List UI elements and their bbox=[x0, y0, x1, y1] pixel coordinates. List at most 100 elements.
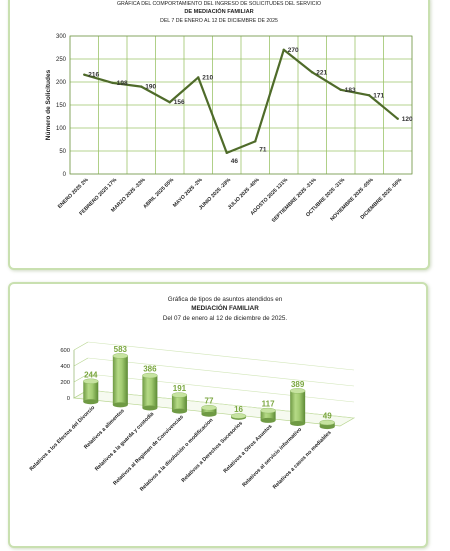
data-label: 120 bbox=[402, 116, 413, 123]
bar-base bbox=[112, 402, 128, 408]
bar-body bbox=[201, 407, 217, 415]
chart-title-line: DEL 7 DE ENERO AL 12 DE DICIEMBRE DE 202… bbox=[160, 18, 278, 24]
bar-top bbox=[142, 372, 158, 379]
x-tick-label: Relativos al servicio informativo bbox=[241, 426, 303, 488]
data-label: 210 bbox=[202, 74, 213, 81]
y-tick-label: 0 bbox=[67, 396, 70, 402]
bar-body bbox=[142, 375, 158, 408]
bar-body bbox=[171, 395, 187, 412]
x-tick-label: Relativos a Derechos Sucesorios bbox=[181, 420, 244, 483]
data-label: 198 bbox=[117, 80, 128, 87]
data-label: 386 bbox=[143, 365, 157, 374]
x-tick-label: ABRIL 2025 65% bbox=[142, 177, 175, 210]
bar bbox=[171, 392, 188, 414]
data-label: 117 bbox=[262, 400, 275, 409]
gridline-side bbox=[73, 341, 89, 351]
bar-top bbox=[171, 392, 188, 398]
bar bbox=[319, 419, 335, 430]
bar-top bbox=[201, 405, 217, 411]
data-label: 221 bbox=[316, 69, 327, 76]
y-tick-label: 400 bbox=[60, 364, 70, 370]
data-label: 156 bbox=[174, 99, 185, 106]
bar-top bbox=[230, 413, 247, 419]
chart-title-line: GRÁFICA DEL COMPORTAMIENTO DEL INGRESO D… bbox=[117, 0, 321, 7]
data-label: 49 bbox=[323, 412, 332, 421]
data-label: 583 bbox=[114, 345, 128, 354]
bar bbox=[289, 388, 306, 427]
data-point bbox=[111, 81, 114, 85]
bar-body bbox=[112, 355, 128, 405]
bar-base bbox=[290, 421, 306, 427]
bar-base bbox=[171, 408, 187, 414]
bar bbox=[142, 372, 158, 411]
data-label: 191 bbox=[173, 384, 187, 393]
bar-base bbox=[83, 399, 99, 405]
data-label: 77 bbox=[205, 397, 214, 406]
line-chart: GRÁFICA DEL COMPORTAMIENTO DEL INGRESO D… bbox=[45, 0, 413, 224]
bar-body bbox=[260, 410, 276, 421]
data-point bbox=[225, 151, 228, 155]
x-tick-label: Relativos a la disolución o modificacion bbox=[139, 417, 214, 492]
data-label: 16 bbox=[234, 405, 243, 414]
gridline-side bbox=[73, 373, 89, 383]
bar bbox=[230, 413, 247, 420]
gridline-back bbox=[87, 389, 355, 419]
gridline-back bbox=[87, 373, 355, 403]
data-point bbox=[254, 140, 257, 143]
bar-base bbox=[319, 424, 335, 430]
bar-base bbox=[201, 411, 217, 417]
y-tick-label: 200 bbox=[60, 380, 70, 386]
gridline-back bbox=[87, 341, 355, 371]
data-point bbox=[197, 76, 200, 79]
bar-top bbox=[289, 388, 306, 394]
y-tick-label: 300 bbox=[56, 34, 67, 40]
data-point bbox=[168, 101, 171, 104]
y-tick-label: 150 bbox=[56, 103, 67, 109]
x-tick-label: MAYO 2025 -2% bbox=[172, 177, 204, 209]
bar-body bbox=[83, 381, 99, 402]
x-tick-label: Relativos a los Efectos del Divorcio bbox=[29, 404, 97, 472]
data-label: 270 bbox=[288, 47, 299, 54]
bar-chart-3d: Gráfica de tipos de asuntos atendidos en… bbox=[29, 296, 356, 493]
data-point bbox=[140, 85, 143, 88]
data-label: 171 bbox=[373, 92, 384, 99]
data-point bbox=[396, 117, 399, 121]
chart-title-line: Del 07 de enero al 12 de diciembre de 20… bbox=[163, 315, 288, 322]
y-axis-label: Número de Solicitudes bbox=[45, 69, 52, 140]
data-point bbox=[339, 88, 342, 92]
data-label: 46 bbox=[231, 158, 239, 165]
bar-body bbox=[290, 390, 306, 424]
y-tick-label: 100 bbox=[56, 126, 67, 132]
data-label: 244 bbox=[84, 370, 98, 379]
data-point bbox=[83, 73, 86, 76]
bar bbox=[201, 405, 217, 417]
bar bbox=[260, 407, 276, 423]
chart-title-line: Gráfica de tipos de asuntos atendidos en bbox=[168, 296, 283, 303]
line-chart-card: GRÁFICA DEL COMPORTAMIENTO DEL INGRESO D… bbox=[8, 0, 430, 270]
data-point bbox=[311, 71, 314, 74]
y-tick-label: 0 bbox=[63, 172, 67, 178]
y-tick-label: 200 bbox=[56, 80, 67, 86]
x-tick-label: Relativos a la guarda y custodia bbox=[94, 411, 155, 472]
bar bbox=[112, 353, 129, 408]
x-tick-label: Relativos al Regimen de Convivencias bbox=[112, 414, 185, 487]
bar bbox=[83, 378, 99, 405]
gridline-back bbox=[87, 357, 355, 387]
bar-base bbox=[260, 417, 276, 423]
data-label: 190 bbox=[145, 84, 156, 91]
plot-frame bbox=[69, 35, 413, 175]
chart-title-line: DE MEDIACIÓN FAMILIAR bbox=[184, 7, 253, 15]
y-tick-label: 600 bbox=[60, 348, 70, 354]
bar-top bbox=[260, 407, 276, 414]
data-label: 183 bbox=[345, 87, 356, 94]
x-tick-label: Relativos a casos no mediables bbox=[272, 430, 333, 491]
y-tick-label: 250 bbox=[56, 57, 67, 63]
data-label: 71 bbox=[259, 146, 267, 153]
chart-title-line: MEDIACIÓN FAMILIAR bbox=[191, 303, 259, 312]
data-label: 216 bbox=[88, 72, 99, 79]
bar-top bbox=[112, 353, 129, 359]
data-label: 389 bbox=[291, 380, 305, 389]
bar-top bbox=[83, 378, 99, 384]
bar-chart-card: Gráfica de tipos de asuntos atendidos en… bbox=[8, 282, 428, 548]
data-point bbox=[368, 94, 371, 97]
